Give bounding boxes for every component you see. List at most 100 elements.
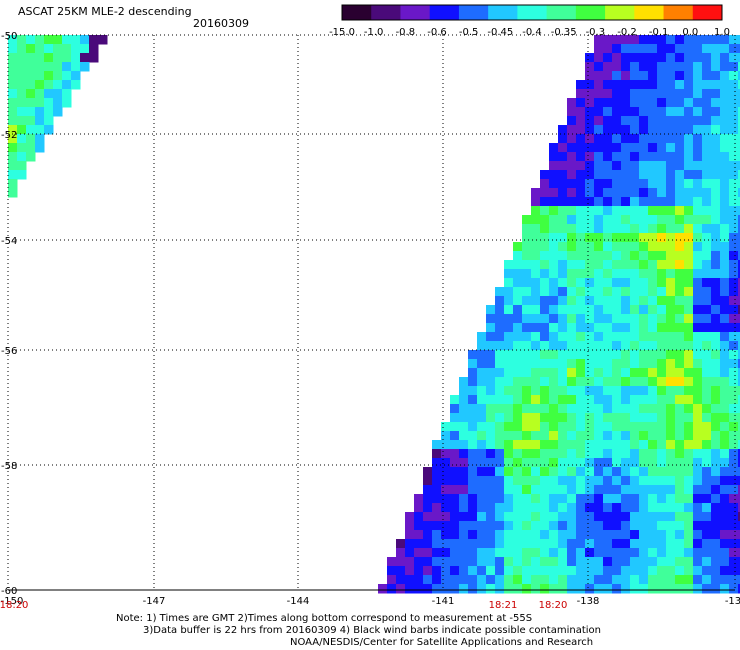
colorbar-swatch: [371, 5, 401, 20]
data-cell: [684, 359, 694, 369]
data-cell: [585, 233, 595, 243]
data-cell: [693, 44, 703, 54]
data-cell: [594, 206, 604, 216]
data-cell: [621, 458, 631, 468]
data-cell: [432, 548, 442, 558]
data-cell: [594, 404, 604, 414]
data-cell: [621, 557, 631, 567]
data-cell: [675, 332, 685, 342]
data-cell: [666, 143, 676, 153]
colorbar-label: -15.0: [329, 27, 355, 38]
data-cell: [423, 548, 433, 558]
data-cell: [576, 386, 586, 396]
data-cell: [594, 350, 604, 360]
data-cell: [639, 530, 649, 540]
data-cell: [684, 98, 694, 108]
data-cell: [585, 458, 595, 468]
data-cell: [603, 35, 613, 45]
data-cell: [684, 62, 694, 72]
data-cell: [684, 107, 694, 117]
data-cell: [684, 161, 694, 171]
data-cell: [657, 62, 667, 72]
data-cell: [594, 512, 604, 522]
data-cell: [648, 512, 658, 522]
data-cell: [639, 503, 649, 513]
data-cell: [666, 431, 676, 441]
data-cell: [639, 188, 649, 198]
data-cell: [513, 296, 523, 306]
data-cell: [693, 377, 703, 387]
data-cell: [576, 161, 586, 171]
data-cell: [459, 422, 469, 432]
data-cell: [648, 521, 658, 531]
data-cell: [459, 404, 469, 414]
data-cell: [558, 161, 568, 171]
data-cell: [594, 359, 604, 369]
data-cell: [486, 314, 496, 324]
data-cell: [26, 71, 36, 81]
data-cell: [44, 89, 54, 99]
data-cell: [711, 134, 721, 144]
data-cell: [486, 431, 496, 441]
data-cell: [621, 143, 631, 153]
data-cell: [720, 296, 730, 306]
data-cell: [441, 440, 451, 450]
data-cell: [720, 323, 730, 333]
data-cell: [630, 260, 640, 270]
data-cell: [711, 413, 721, 423]
data-cell: [567, 197, 577, 207]
data-cell: [549, 368, 559, 378]
data-cell: [630, 98, 640, 108]
data-cell: [693, 422, 703, 432]
data-cell: [8, 89, 18, 99]
data-cell: [450, 530, 460, 540]
data-cell: [675, 494, 685, 504]
data-cell: [486, 359, 496, 369]
data-cell: [675, 296, 685, 306]
data-cell: [684, 224, 694, 234]
data-cell: [720, 188, 730, 198]
data-cell: [702, 350, 712, 360]
data-cell: [639, 323, 649, 333]
data-cell: [684, 386, 694, 396]
data-cell: [729, 440, 739, 450]
data-cell: [657, 269, 667, 279]
data-cell: [71, 44, 81, 54]
data-cell: [639, 494, 649, 504]
data-cell: [729, 296, 739, 306]
data-cell: [495, 539, 505, 549]
data-cell: [522, 260, 532, 270]
data-cell: [549, 251, 559, 261]
data-cell: [53, 71, 63, 81]
data-cell: [576, 485, 586, 495]
data-cell: [531, 557, 541, 567]
data-cell: [720, 62, 730, 72]
data-cell: [675, 107, 685, 117]
data-cell: [648, 269, 658, 279]
data-cell: [639, 71, 649, 81]
data-cell: [8, 152, 18, 162]
data-cell: [612, 170, 622, 180]
data-cell: [603, 566, 613, 576]
data-cell: [53, 89, 63, 99]
data-cell: [450, 494, 460, 504]
data-cell: [567, 305, 577, 315]
data-cell: [603, 485, 613, 495]
data-cell: [450, 458, 460, 468]
data-cell: [531, 503, 541, 513]
colorbar-label: 1.0: [714, 27, 730, 38]
data-cell: [612, 539, 622, 549]
data-cell: [702, 71, 712, 81]
data-cell: [477, 449, 487, 459]
data-cell: [549, 332, 559, 342]
data-cell: [675, 386, 685, 396]
data-cell: [603, 314, 613, 324]
data-cell: [26, 125, 36, 135]
data-cell: [630, 215, 640, 225]
data-cell: [576, 368, 586, 378]
data-cell: [531, 197, 541, 207]
data-cell: [504, 377, 514, 387]
data-cell: [540, 224, 550, 234]
data-cell: [702, 539, 712, 549]
data-cell: [585, 341, 595, 351]
